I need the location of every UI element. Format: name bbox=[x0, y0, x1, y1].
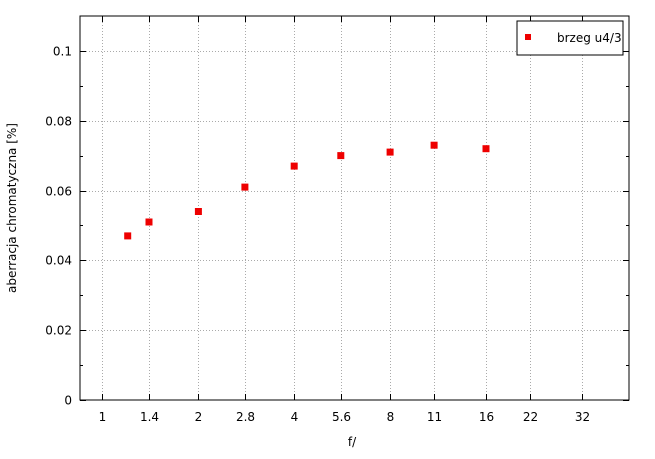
data-point bbox=[241, 183, 249, 191]
y-tick-label: 0.1 bbox=[53, 45, 72, 59]
data-point bbox=[194, 208, 202, 215]
data-point bbox=[386, 148, 394, 156]
x-tick-label: 8 bbox=[387, 410, 395, 424]
x-tick-label: 1 bbox=[99, 410, 107, 424]
data-point bbox=[290, 162, 298, 170]
x-tick-label: 2 bbox=[195, 410, 203, 424]
x-tick-label: 32 bbox=[575, 410, 590, 424]
y-tick-label: 0.04 bbox=[45, 254, 72, 268]
data-point bbox=[337, 152, 345, 160]
x-tick-label: 4 bbox=[291, 410, 299, 424]
tick-label-layer: 0 0.02 0.04 0.06 0.08 0.1 1 1.4 2 2.8 4 5.6 8 11 16 22 3… bbox=[45, 45, 590, 425]
data-point bbox=[145, 218, 153, 226]
tick-layer bbox=[80, 16, 629, 401]
x-tick-label: 16 bbox=[479, 410, 494, 424]
x-tick-label: 5.6 bbox=[332, 410, 351, 424]
legend-box bbox=[516, 20, 624, 56]
x-tick-label: 2.8 bbox=[236, 410, 255, 424]
data-point bbox=[430, 141, 438, 149]
point-layer bbox=[124, 141, 490, 240]
y-axis-label: aberracja chromatyczna [%] bbox=[5, 123, 19, 293]
y-tick-label: 0 bbox=[64, 394, 72, 408]
grid-layer bbox=[80, 16, 629, 400]
plot-frame bbox=[79, 15, 630, 401]
y-tick-label: 0.06 bbox=[45, 185, 72, 199]
data-point bbox=[124, 232, 132, 240]
y-tick-label: 0.02 bbox=[45, 324, 72, 338]
x-tick-label: 1.4 bbox=[140, 410, 159, 424]
data-point bbox=[482, 145, 490, 153]
legend: brzeg u4/3 bbox=[516, 20, 624, 56]
x-tick-label: 22 bbox=[523, 410, 538, 424]
x-axis-label: f/ bbox=[348, 435, 357, 449]
x-tick-label: 11 bbox=[427, 410, 442, 424]
y-tick-label: 0.08 bbox=[45, 115, 72, 129]
legend-series-label: brzeg u4/3 bbox=[557, 31, 622, 45]
legend-marker bbox=[525, 34, 531, 40]
